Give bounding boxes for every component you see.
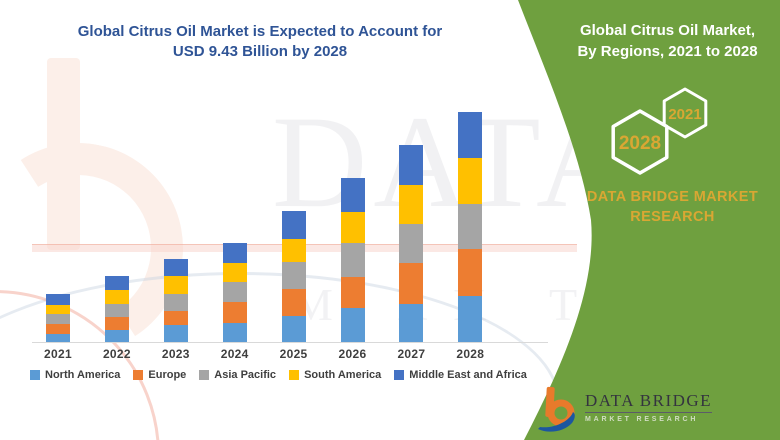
chart-legend: North America Europe Asia Pacific South Ame… bbox=[30, 369, 527, 381]
bar-segment-2026-asia-pacific bbox=[340, 242, 365, 278]
logo-divider bbox=[585, 412, 713, 413]
legend-swatch-icon bbox=[199, 370, 210, 380]
bar-segment-2023-south-america bbox=[163, 276, 188, 295]
bar-segment-2026-middle-east-and-africa bbox=[340, 178, 365, 212]
bar-segment-2023-middle-east-and-africa bbox=[163, 259, 188, 277]
bar-segment-2027-middle-east-and-africa bbox=[399, 145, 424, 185]
bar-segment-2027-asia-pacific bbox=[399, 223, 424, 263]
x-axis-label-2023: 2023 bbox=[161, 347, 190, 361]
bar-segment-2024-middle-east-and-africa bbox=[222, 243, 247, 264]
hexagon-2021-label: 2021 bbox=[668, 106, 701, 123]
green-panel bbox=[518, 0, 780, 440]
x-axis-label-2022: 2022 bbox=[102, 347, 131, 361]
legend-item-south-america: South America bbox=[289, 369, 381, 381]
legend-item-middle-east-and-africa: Middle East and Africa bbox=[394, 369, 527, 381]
bar-segment-2028-north-america bbox=[458, 296, 483, 342]
bar-segment-2023-north-america bbox=[163, 324, 188, 342]
panel-title: Global Citrus Oil Market, By Regions, 20… bbox=[560, 20, 775, 62]
legend-swatch-icon bbox=[30, 370, 40, 380]
brand-line1: DATA BRIDGE MARKET bbox=[586, 189, 759, 205]
x-axis-label-2028: 2028 bbox=[456, 347, 485, 361]
bar-segment-2022-asia-pacific bbox=[104, 304, 129, 317]
bar-segment-2025-asia-pacific bbox=[281, 262, 306, 289]
bar-segment-2025-europe bbox=[281, 288, 306, 317]
chart-title: Global Citrus Oil Market is Expected to … bbox=[77, 23, 443, 61]
bar-segment-2024-europe bbox=[222, 302, 247, 323]
bar-2026 bbox=[340, 178, 365, 342]
bar-segment-2024-asia-pacific bbox=[222, 281, 247, 303]
legend-swatch-icon bbox=[289, 370, 300, 380]
bar-segment-2023-asia-pacific bbox=[163, 294, 188, 312]
legend-label: North America bbox=[45, 369, 121, 381]
brand-line2: RESEARCH bbox=[630, 208, 715, 225]
bar-2022 bbox=[104, 275, 129, 342]
panel-title-line1: Global Citrus Oil Market, bbox=[579, 22, 756, 39]
bar-segment-2028-middle-east-and-africa bbox=[458, 112, 483, 159]
bar-segment-2025-middle-east-and-africa bbox=[281, 211, 306, 239]
bar-segment-2026-europe bbox=[340, 277, 365, 309]
bar-segment-2022-europe bbox=[104, 316, 129, 330]
bar-segment-2024-north-america bbox=[222, 323, 247, 342]
bar-2023 bbox=[163, 259, 188, 342]
logo-subtitle: MARKET RESEARCH bbox=[585, 416, 699, 423]
hexagon-2028-label: 2028 bbox=[619, 133, 661, 154]
panel-title-line2: By Regions, 2021 to 2028 bbox=[577, 43, 758, 60]
legend-label: Europe bbox=[148, 369, 187, 381]
x-axis-line bbox=[32, 342, 548, 343]
bar-segment-2026-south-america bbox=[340, 211, 365, 243]
legend-item-europe: Europe bbox=[133, 369, 186, 381]
legend-label: Asia Pacific bbox=[214, 369, 277, 381]
legend-swatch-icon bbox=[133, 370, 144, 380]
logo-b-icon bbox=[538, 386, 575, 432]
bar-2027 bbox=[399, 145, 424, 342]
x-axis-label-2026: 2026 bbox=[338, 347, 367, 361]
data-bridge-logo: DATA BRIDGE MARKET RESEARCH bbox=[538, 386, 713, 434]
year-hexagons: 2021 2028 bbox=[611, 87, 708, 175]
bar-segment-2027-europe bbox=[399, 262, 424, 304]
logo-name: DATA BRIDGE bbox=[585, 391, 713, 410]
bar-segment-2025-north-america bbox=[281, 316, 306, 342]
bar-segment-2028-asia-pacific bbox=[458, 203, 483, 250]
bar-segment-2027-north-america bbox=[399, 303, 424, 342]
legend-swatch-icon bbox=[394, 370, 405, 380]
x-axis-label-2024: 2024 bbox=[220, 347, 249, 361]
bar-segment-2021-asia-pacific bbox=[46, 314, 70, 324]
bar-2025 bbox=[281, 211, 306, 342]
bar-segment-2021-north-america bbox=[46, 333, 70, 342]
green-panel-shape bbox=[518, 0, 780, 440]
bar-segment-2022-middle-east-and-africa bbox=[104, 275, 129, 290]
bar-segment-2026-north-america bbox=[340, 308, 365, 342]
hexagon-2028 bbox=[611, 109, 669, 175]
bar-segment-2021-middle-east-and-africa bbox=[46, 293, 70, 306]
bar-2024 bbox=[222, 243, 247, 342]
legend-item-asia-pacific: Asia Pacific bbox=[199, 369, 276, 381]
legend-item-north-america: North America bbox=[30, 369, 120, 381]
legend-label: Middle East and Africa bbox=[409, 369, 527, 381]
bar-segment-2022-south-america bbox=[104, 289, 129, 305]
bar-2021 bbox=[46, 293, 70, 342]
watermark-logo-stem bbox=[47, 58, 80, 250]
x-axis-label-2027: 2027 bbox=[397, 347, 426, 361]
x-axis-label-2025: 2025 bbox=[279, 347, 308, 361]
bar-segment-2024-south-america bbox=[222, 263, 247, 282]
legend-label: South America bbox=[304, 369, 382, 381]
bar-segment-2021-south-america bbox=[46, 305, 70, 314]
bar-segment-2021-europe bbox=[46, 324, 70, 334]
bar-2028 bbox=[458, 112, 483, 342]
bar-segment-2027-south-america bbox=[399, 184, 424, 224]
logo-text-block: DATA BRIDGE MARKET RESEARCH bbox=[585, 391, 713, 423]
bar-segment-2028-europe bbox=[458, 249, 483, 297]
bar-segment-2022-north-america bbox=[104, 330, 129, 342]
x-axis-label-2021: 2021 bbox=[44, 347, 72, 361]
hexagon-2021 bbox=[662, 87, 708, 139]
brand-text: DATA BRIDGE MARKET RESEARCH bbox=[560, 188, 780, 227]
bar-segment-2023-europe bbox=[163, 311, 188, 325]
bar-segment-2028-south-america bbox=[458, 158, 483, 204]
bar-segment-2025-south-america bbox=[281, 238, 306, 263]
